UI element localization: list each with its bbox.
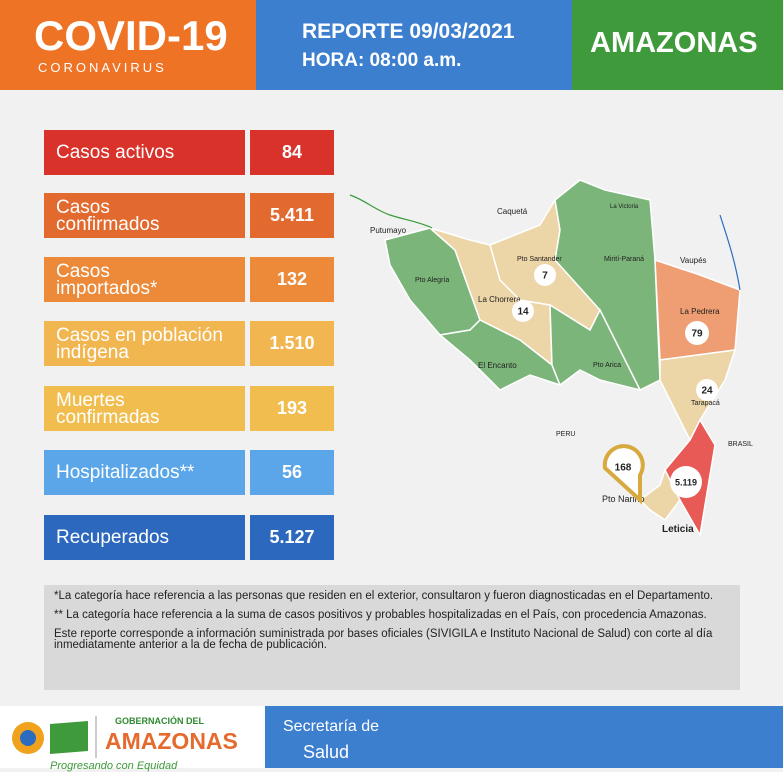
place: Pto Santander — [517, 256, 562, 263]
region: AMAZONAS — [590, 27, 758, 59]
sun-core — [20, 730, 36, 746]
notes: *La categoría hace referencia a las pers… — [44, 585, 740, 690]
stat-label-line: Casos — [56, 196, 110, 218]
count: 79 — [691, 329, 703, 340]
footer-logo: GOBERNACIÓN DEL AMAZONAS Progresando con… — [0, 706, 265, 772]
stat-value: 193 — [250, 386, 334, 431]
report-time: HORA: 08:00 a.m. — [302, 50, 462, 71]
count: 24 — [701, 386, 713, 397]
count: 7 — [542, 271, 548, 282]
stat-row: Recuperados 5.127 — [44, 515, 334, 560]
gov-big: AMAZONAS — [105, 728, 238, 754]
place: Mirití-Paraná — [604, 256, 644, 263]
count-badge — [696, 379, 718, 401]
place: La Victoria — [610, 204, 639, 210]
stat-row: Casos activos 84 — [44, 130, 334, 175]
stat-label: Casos activos — [44, 130, 245, 175]
stat-row: Casos importados* 132 — [44, 257, 334, 302]
river — [349, 194, 433, 229]
stat-row: Casos en población indígena 1.510 — [44, 321, 334, 366]
note: *La categoría hace referencia a las pers… — [54, 590, 714, 602]
map: Caquetá Putumayo La Victoria Vaupés Pto … — [349, 179, 753, 538]
stat-value: 5.127 — [250, 515, 334, 560]
stat-row: Casos confirmados 5.411 — [44, 193, 334, 238]
logo-icons — [12, 721, 88, 754]
note: Este reporte corresponde a información s… — [54, 628, 713, 651]
count-badge — [670, 466, 702, 498]
note: ** La categoría hace referencia a la sum… — [54, 609, 707, 621]
footer-blue: Secretaría de Salud — [265, 706, 783, 768]
salud: Salud — [303, 742, 350, 762]
slogan: Progresando con Equidad — [50, 760, 178, 772]
stat-value: 56 — [250, 450, 334, 495]
header-green: AMAZONAS — [572, 0, 783, 90]
place: Tarapacá — [691, 400, 720, 407]
region-el-encanto — [438, 319, 562, 391]
place: Caquetá — [497, 207, 528, 216]
place: Putumayo — [370, 226, 407, 235]
title: COVID-19 — [34, 12, 228, 59]
place: La Pedrera — [680, 307, 720, 316]
stat-label-line: Muertes — [56, 389, 125, 411]
stat-label: Casos importados* — [44, 257, 245, 302]
count: 14 — [517, 307, 529, 318]
count-badge — [512, 300, 534, 322]
stat-label: Casos en población indígena — [44, 321, 245, 366]
flag — [50, 721, 88, 754]
stat-label-line: Recuperados — [56, 527, 170, 548]
stat-label-line: indígena — [56, 341, 129, 363]
count-badge — [685, 321, 709, 345]
report-date: REPORTE 09/03/2021 — [302, 20, 515, 43]
stat-label: Recuperados — [44, 515, 245, 560]
stat-label: Casos confirmados — [44, 193, 245, 238]
stat-value: 84 — [250, 130, 334, 175]
place: Pto Nariño — [602, 494, 645, 504]
secretaria: Secretaría de — [283, 718, 380, 735]
stat-value: 132 — [250, 257, 334, 302]
place: La Chorrera — [478, 295, 521, 304]
stat-label: Muertes confirmadas — [44, 386, 245, 431]
gov-small: GOBERNACIÓN DEL — [115, 716, 205, 726]
stat-value: 1.510 — [250, 321, 334, 366]
stat-value: 5.411 — [250, 193, 334, 238]
region-pto-narino — [638, 468, 681, 522]
count-pin — [602, 444, 645, 505]
stat-row: Hospitalizados** 56 — [44, 450, 334, 495]
stat-label-line: Casos en población — [56, 324, 223, 346]
place: Pto Alegría — [415, 277, 449, 284]
stat-label: Hospitalizados** — [44, 450, 245, 495]
subtitle: CORONAVIRUS — [38, 60, 167, 75]
stat-label-line: Hospitalizados** — [56, 462, 195, 483]
stat-label-line: confirmadas — [56, 406, 160, 428]
stat-label-line: Casos activos — [56, 142, 175, 163]
river — [719, 214, 741, 291]
place: Vaupés — [680, 256, 707, 265]
place: El Encanto — [478, 361, 517, 370]
region-pto-arica — [549, 303, 642, 392]
stat-label-line: Casos — [56, 260, 110, 282]
divider — [95, 716, 97, 758]
region-la-pedrera — [654, 258, 741, 361]
count-badge — [534, 264, 556, 286]
stat-label-line: importados* — [56, 277, 158, 299]
count: 168 — [615, 463, 632, 474]
stat-label-line: confirmados — [56, 213, 160, 235]
place: Pto Arica — [593, 362, 621, 369]
count: 5.119 — [675, 477, 697, 487]
place: Leticia — [662, 524, 694, 535]
header-orange: COVID-19 CORONAVIRUS — [0, 0, 256, 90]
stat-row: Muertes confirmadas 193 — [44, 386, 334, 431]
header-blue: REPORTE 09/03/2021 HORA: 08:00 a.m. — [256, 0, 572, 90]
place: PERU — [556, 431, 575, 438]
place: BRASIL — [728, 441, 753, 448]
